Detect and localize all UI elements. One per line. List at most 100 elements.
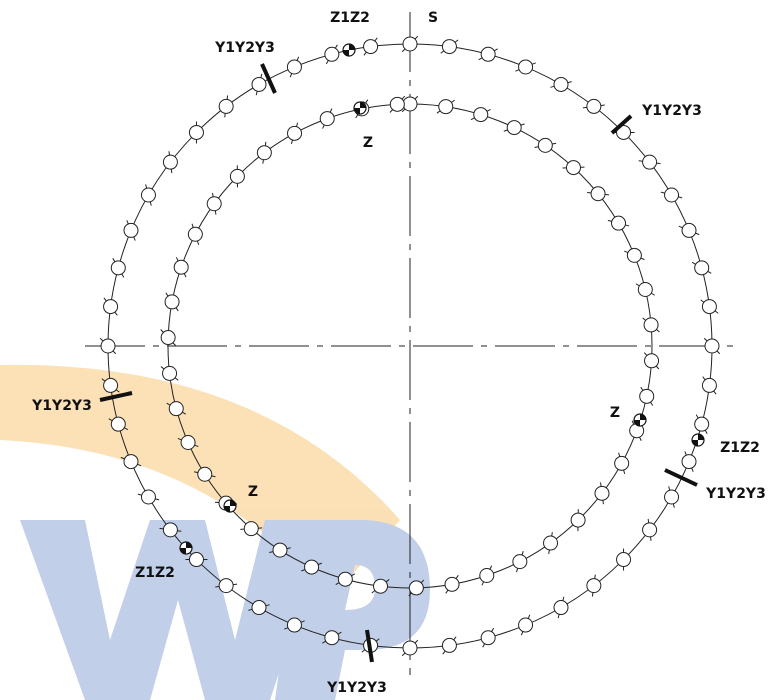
marker xyxy=(402,36,418,52)
marker xyxy=(479,567,495,583)
marker xyxy=(123,222,139,238)
marker xyxy=(639,388,655,404)
marker xyxy=(594,485,610,501)
marker xyxy=(123,454,139,470)
marker xyxy=(408,580,424,596)
marker xyxy=(614,455,630,471)
label: Y1Y2Y3 xyxy=(641,103,702,119)
marker xyxy=(570,512,586,528)
marker xyxy=(337,571,353,587)
marker xyxy=(694,260,710,276)
marker xyxy=(506,120,522,136)
marker xyxy=(103,377,119,393)
marker xyxy=(701,377,717,393)
marker xyxy=(664,489,680,505)
label: Y1Y2Y3 xyxy=(326,680,387,696)
marker xyxy=(681,222,697,238)
marker xyxy=(480,630,496,646)
marker xyxy=(173,259,189,275)
marker xyxy=(160,330,176,346)
marker xyxy=(103,299,119,315)
marker xyxy=(110,416,126,432)
marker xyxy=(543,535,559,551)
section-bar xyxy=(260,63,277,94)
marker xyxy=(402,640,418,656)
watermark-w xyxy=(20,520,330,700)
marker xyxy=(586,98,602,114)
special-fill xyxy=(354,102,366,114)
marker xyxy=(140,187,156,203)
label: S xyxy=(428,10,438,26)
marker xyxy=(206,196,222,212)
marker xyxy=(553,600,569,616)
marker xyxy=(701,299,717,315)
marker xyxy=(256,145,272,161)
label: Y1Y2Y3 xyxy=(214,40,275,56)
marker xyxy=(389,96,405,112)
marker xyxy=(512,554,528,570)
marker xyxy=(162,365,178,381)
marker xyxy=(168,401,184,417)
marker xyxy=(324,630,340,646)
marker xyxy=(518,617,534,633)
section-bar xyxy=(99,391,133,402)
marker xyxy=(642,154,658,170)
marker xyxy=(140,489,156,505)
marker xyxy=(473,107,489,123)
marker xyxy=(100,338,116,354)
marker xyxy=(616,124,632,140)
marker xyxy=(229,168,245,184)
marker xyxy=(188,552,204,568)
marker xyxy=(402,96,418,112)
marker xyxy=(704,338,720,354)
marker xyxy=(518,59,534,75)
marker xyxy=(272,542,288,558)
marker xyxy=(611,215,627,231)
section-bar xyxy=(365,629,374,663)
special-fill xyxy=(343,44,355,56)
marker xyxy=(218,98,234,114)
marker xyxy=(286,617,302,633)
label: Y1Y2Y3 xyxy=(31,398,92,414)
marker xyxy=(444,576,460,592)
marker xyxy=(590,186,606,202)
marker xyxy=(438,99,454,115)
marker xyxy=(363,39,379,55)
marker xyxy=(251,600,267,616)
marker xyxy=(188,124,204,140)
marker xyxy=(637,282,653,298)
label: Z xyxy=(363,135,373,151)
label: Z xyxy=(248,484,258,500)
marker xyxy=(441,39,457,55)
special-fill xyxy=(634,414,646,426)
marker xyxy=(441,637,457,653)
section-bars xyxy=(99,63,698,663)
label: Z xyxy=(610,405,620,421)
label: Z1Z2 xyxy=(135,565,175,581)
marker xyxy=(287,125,303,141)
marker xyxy=(218,578,234,594)
marker xyxy=(642,522,658,538)
marker xyxy=(319,111,335,127)
marker xyxy=(553,76,569,92)
marker xyxy=(197,466,213,482)
marker xyxy=(373,578,389,594)
marker xyxy=(164,294,180,310)
marker xyxy=(643,317,659,333)
marker xyxy=(187,226,203,242)
label: Z1Z2 xyxy=(330,10,370,26)
marker xyxy=(616,552,632,568)
marker xyxy=(304,559,320,575)
markers xyxy=(99,35,721,657)
marker xyxy=(480,46,496,62)
special-fill xyxy=(180,542,192,554)
marker xyxy=(110,260,126,276)
label: Z1Z2 xyxy=(720,440,760,456)
section-bar xyxy=(664,468,698,487)
marker xyxy=(162,154,178,170)
marker xyxy=(644,353,660,369)
marker xyxy=(180,434,196,450)
marker xyxy=(537,137,553,153)
special-fill xyxy=(224,500,236,512)
